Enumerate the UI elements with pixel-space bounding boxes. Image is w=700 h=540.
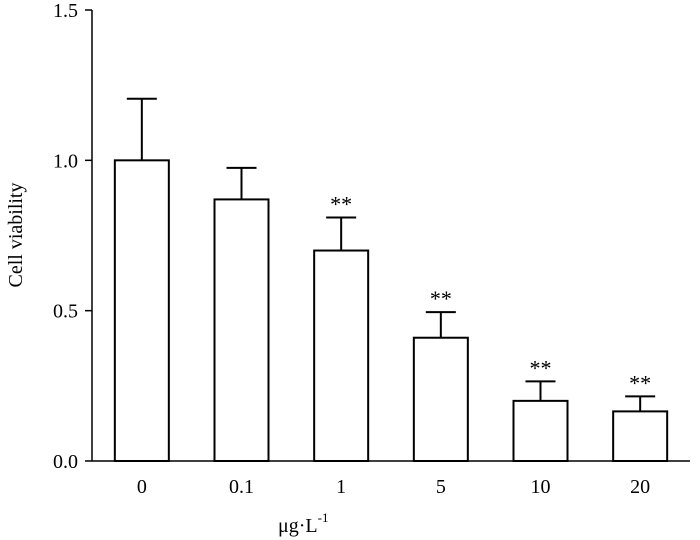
bars: ** ** ** ** <box>113 97 669 463</box>
x-tick-label: 1 <box>336 476 346 498</box>
x-tick-label: 10 <box>531 476 551 498</box>
bar-0.1 <box>213 198 270 462</box>
y-tick-label: 0.0 <box>53 451 78 473</box>
significance-mark: ** <box>330 191 352 216</box>
bar-20 <box>612 410 669 463</box>
bar-10 <box>512 399 569 463</box>
x-axis-label: μg·L-1 <box>278 510 328 537</box>
bar-0 <box>113 159 170 462</box>
x-tick-label: 5 <box>436 476 446 498</box>
significance-mark: ** <box>430 286 452 311</box>
y-tick-label: 1.5 <box>53 0 78 22</box>
y-axis: 0.0 0.5 1.0 1.5 <box>53 0 93 473</box>
y-axis-label: Cell viability <box>5 183 27 288</box>
x-axis-unit-exponent: -1 <box>318 510 329 525</box>
bar-5 <box>412 336 469 462</box>
significance-mark: ** <box>629 370 651 395</box>
x-tick-label: 0.1 <box>229 476 254 498</box>
bar-1 <box>313 249 370 462</box>
x-axis: 0 0.1 1 5 10 20 <box>92 460 690 498</box>
y-tick-label: 1.0 <box>53 150 78 172</box>
significance-mark: ** <box>530 355 552 380</box>
x-tick-label: 0 <box>137 476 147 498</box>
x-tick-label: 20 <box>630 476 650 498</box>
y-tick-label: 0.5 <box>53 301 78 323</box>
x-axis-unit: μg·L <box>278 515 318 537</box>
